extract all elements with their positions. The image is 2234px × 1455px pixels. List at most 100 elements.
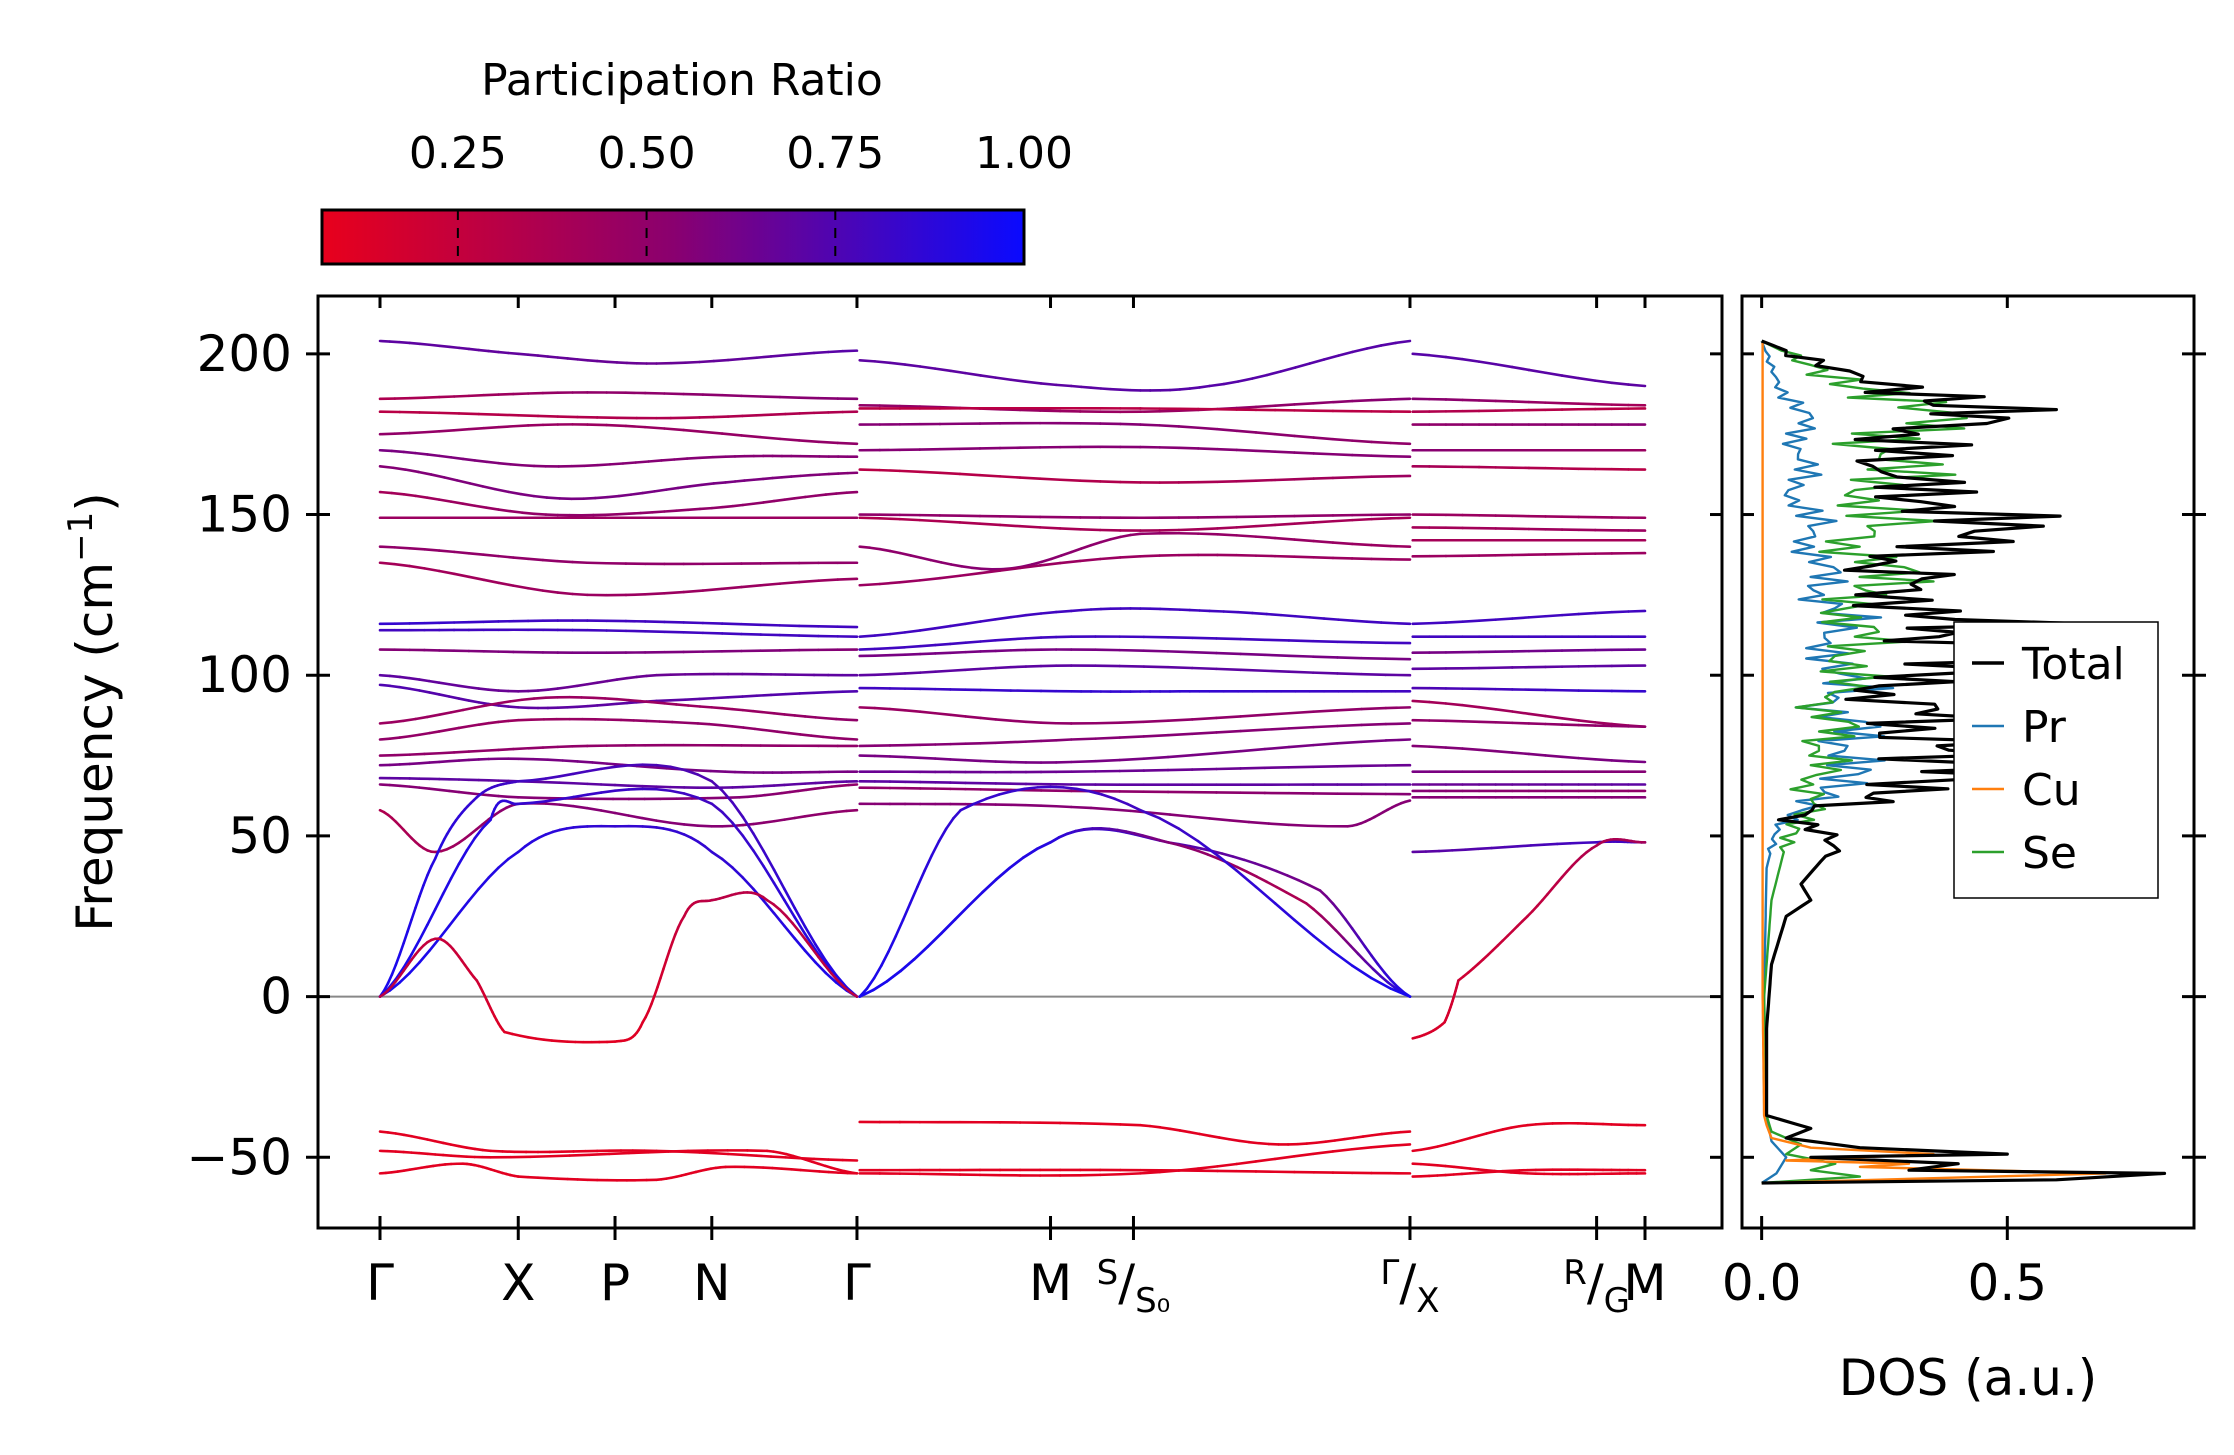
phonon-band — [712, 1151, 730, 1156]
phonon-band — [698, 506, 714, 511]
phonon-band — [1494, 721, 1514, 725]
phonon-band — [1190, 767, 1218, 771]
phonon-band — [683, 721, 700, 725]
phonon-band — [1477, 1170, 1488, 1175]
phonon-band — [449, 708, 465, 714]
phonon-band — [798, 733, 813, 738]
phonon-band — [497, 704, 510, 708]
acoustic-band — [887, 934, 898, 953]
acoustic-band — [1087, 789, 1104, 796]
phonon-band — [485, 460, 500, 465]
phonon-band — [651, 700, 666, 705]
phonon-band — [457, 412, 481, 416]
acoustic-band — [398, 971, 411, 984]
phonon-band — [627, 784, 644, 788]
phonon-band — [586, 782, 603, 786]
acoustic-band — [682, 768, 700, 776]
phonon-band — [473, 704, 488, 709]
acoustic-band — [402, 930, 409, 945]
phonon-band — [1119, 1123, 1142, 1127]
phonon-band — [762, 710, 776, 715]
phonon-band — [418, 731, 431, 737]
phonon-band — [1331, 399, 1354, 404]
phonon-band — [1094, 758, 1121, 763]
colorbar-ticks: 0.25 0.50 0.75 1.00 — [409, 128, 1073, 264]
phonon-band — [888, 645, 907, 650]
phonon-band — [526, 423, 545, 427]
phonon-band — [720, 622, 743, 626]
phonon-band — [1139, 1170, 1161, 1175]
phonon-band — [1098, 556, 1122, 561]
acoustic-band — [1221, 852, 1235, 858]
phonon-band — [1293, 477, 1315, 481]
acoustic-band — [1176, 843, 1190, 849]
phonon-band — [1089, 540, 1103, 547]
phonon-band — [1058, 527, 1082, 531]
phonon-band — [741, 1153, 759, 1157]
phonon-band — [485, 701, 500, 707]
phonon-band — [1079, 385, 1093, 390]
phonon-band — [655, 819, 672, 825]
phonon-band — [710, 706, 724, 710]
acoustic-band — [872, 980, 889, 992]
phonon-band — [544, 802, 562, 806]
phonon-band — [1627, 760, 1647, 764]
acoustic-band — [487, 866, 500, 880]
phonon-band — [812, 350, 830, 355]
phonon-band — [746, 794, 758, 799]
phonon-band — [719, 723, 734, 728]
phonon-band — [465, 1146, 477, 1151]
phonon-band — [918, 576, 942, 582]
phonon-band — [994, 740, 1013, 745]
phonon-band — [784, 412, 801, 416]
acoustic-band — [731, 801, 745, 819]
phonon-band — [845, 490, 859, 495]
phonon-band — [388, 783, 402, 788]
acoustic-band — [530, 799, 548, 805]
phonon-band — [1039, 721, 1058, 725]
phonon-band — [918, 756, 937, 760]
acoustic-band — [1327, 921, 1338, 932]
phonon-band — [1235, 534, 1258, 538]
phonon-band — [531, 757, 550, 762]
phonon-band — [918, 470, 942, 475]
acoustic-band — [731, 821, 745, 838]
phonon-band — [516, 352, 530, 356]
phonon-band — [783, 816, 797, 821]
phonon-band — [1331, 556, 1354, 560]
phonon-band — [830, 784, 842, 788]
acoustic-band — [1196, 849, 1209, 856]
phonon-band — [1216, 427, 1238, 433]
phonon-band — [449, 500, 465, 505]
phonon-band — [1139, 423, 1161, 427]
phonon-band — [398, 685, 411, 691]
phonon-band — [1560, 374, 1580, 380]
soft-mode-band — [804, 938, 814, 950]
phonon-band — [1306, 824, 1330, 828]
phonon-band — [818, 1170, 831, 1174]
phonon-band — [998, 566, 1022, 572]
phonon-band — [1509, 1124, 1521, 1130]
phonon-band — [1510, 710, 1531, 716]
phonon-band — [418, 689, 431, 694]
kpoint-label: Γ/X — [1380, 1253, 1439, 1321]
phonon-band — [568, 1153, 591, 1157]
phonon-band — [979, 617, 998, 623]
phonon-band — [700, 482, 716, 487]
phonon-band — [452, 572, 471, 579]
acoustic-band — [1325, 895, 1335, 905]
phonon-band — [1370, 543, 1393, 548]
phonon-band — [769, 692, 787, 697]
phonon-band — [615, 361, 629, 365]
acoustic-band — [824, 959, 838, 977]
acoustic-band — [394, 966, 406, 981]
phonon-band — [1411, 699, 1431, 704]
phonon-band — [437, 728, 451, 733]
phonon-band — [708, 722, 722, 727]
phonon-band — [751, 784, 765, 788]
phonon-band — [1287, 639, 1315, 643]
phonon-band — [635, 674, 648, 679]
phonon-band — [378, 561, 397, 566]
phonon-band — [1510, 616, 1531, 620]
phonon-band — [752, 477, 765, 482]
